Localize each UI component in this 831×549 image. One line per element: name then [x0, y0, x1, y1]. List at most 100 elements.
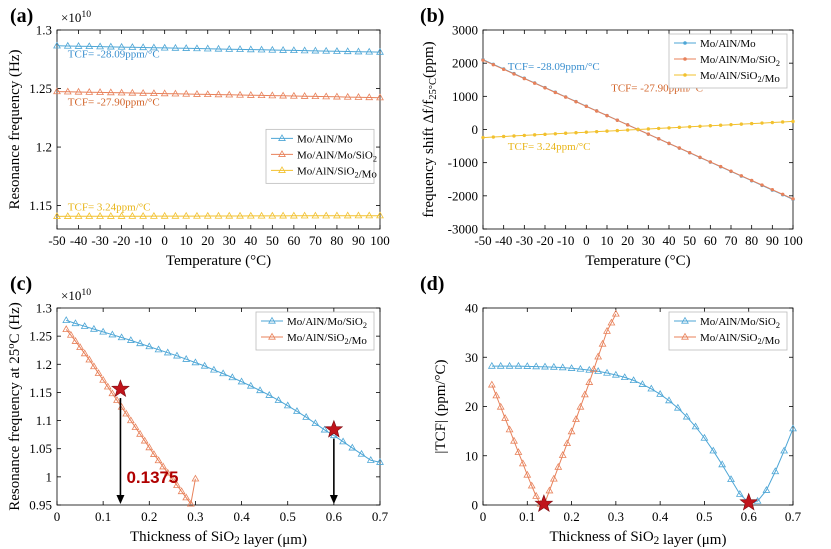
data-point	[718, 123, 723, 127]
data-point	[780, 120, 785, 124]
data-point	[219, 369, 228, 377]
star-marker	[739, 492, 759, 511]
legend-entry: Mo/AlN/SiO2/Mo	[700, 332, 780, 347]
data-point	[256, 386, 264, 394]
y-tick-label: 1.2	[36, 357, 52, 372]
data-point	[549, 474, 558, 482]
x-tick-label: 0.6	[326, 509, 343, 524]
x-tick-label: 0.5	[280, 509, 296, 524]
x-tick-label: -40	[70, 233, 87, 248]
data-point	[677, 125, 682, 130]
data-point	[160, 211, 169, 219]
data-point	[656, 137, 661, 141]
data-point	[348, 443, 357, 451]
data-point	[615, 118, 620, 122]
data-point	[727, 475, 735, 482]
data-point	[171, 89, 180, 97]
y-tick-label: 1.25	[29, 81, 52, 96]
data-point	[117, 333, 126, 341]
y-exponent-label: ×1010	[61, 9, 91, 25]
data-point	[214, 211, 223, 219]
data-point	[117, 212, 126, 219]
data-point	[76, 343, 84, 351]
data-point	[574, 131, 578, 135]
data-point	[160, 43, 169, 51]
data-point	[96, 88, 104, 95]
y-axis-label: Resonance frequency at 25oC (Hz)	[6, 302, 23, 511]
data-point	[532, 133, 537, 137]
data-point	[236, 45, 244, 52]
y-tick-label: 1.3	[36, 301, 52, 316]
data-point	[80, 322, 89, 329]
plot-frame	[56, 307, 381, 506]
data-point	[549, 362, 558, 370]
x-tick-label: 20	[201, 233, 214, 248]
data-point	[594, 109, 599, 113]
data-point	[585, 378, 594, 385]
data-point	[63, 212, 72, 219]
data-point	[289, 91, 298, 99]
data-point	[558, 451, 567, 458]
star-marker	[111, 379, 130, 398]
data-point	[236, 211, 244, 219]
data-point	[311, 211, 320, 219]
x-axis-label: Temperature (°C)	[166, 253, 271, 269]
data-point	[85, 212, 94, 219]
data-point	[193, 44, 201, 52]
y-tick-label: 30	[465, 350, 478, 365]
legend-swatch-marker	[268, 332, 276, 340]
x-tick-label: 100	[370, 233, 390, 248]
data-point	[311, 419, 320, 426]
legend: Mo/AlN/Mo Mo/AlN/Mo/SiO2 Mo/AlN/SiO2/Mo	[265, 128, 377, 184]
data-point	[594, 129, 599, 134]
y-tick-label: 1.3	[36, 23, 52, 38]
drop-arrow-head	[329, 495, 338, 504]
data-point	[698, 155, 702, 159]
data-point	[300, 211, 309, 219]
data-point	[656, 389, 665, 397]
x-tick-label: -30	[91, 233, 108, 248]
thickness-callout: 0.1375	[126, 468, 178, 487]
series-line-1	[56, 91, 381, 99]
legend-entry: Mo/AlN/SiO2/Mo	[700, 70, 780, 85]
data-point	[145, 443, 154, 451]
data-point	[160, 89, 169, 97]
data-point	[320, 425, 329, 433]
x-tick-label: 70	[309, 233, 322, 248]
data-point	[246, 91, 255, 98]
data-point	[182, 355, 191, 362]
data-point	[791, 119, 795, 124]
data-point	[154, 345, 163, 353]
data-point	[667, 126, 671, 130]
data-point	[708, 160, 713, 164]
data-point	[585, 365, 594, 373]
data-point	[128, 88, 137, 96]
x-tick-label: 40	[244, 233, 257, 248]
x-axis-label: Thickness of SiO2 layer (μm)	[550, 529, 727, 548]
data-point	[268, 211, 277, 219]
data-point	[523, 362, 532, 369]
data-point	[149, 43, 158, 51]
data-point	[171, 211, 180, 219]
legend: Mo/AlN/Mo/SiO2 Mo/AlN/SiO2/Mo	[255, 311, 375, 351]
data-point	[625, 128, 630, 132]
x-tick-label: 0.3	[187, 509, 203, 524]
legend-swatch-marker	[278, 134, 286, 141]
data-point	[343, 92, 352, 100]
data-point	[283, 401, 292, 409]
data-point	[139, 211, 148, 219]
data-point	[510, 436, 518, 444]
x-tick-label: -20	[113, 233, 130, 248]
data-point	[126, 336, 135, 343]
data-point	[771, 467, 780, 475]
data-point	[620, 373, 629, 381]
data-point	[53, 41, 61, 49]
legend-entry: Mo/AlN/SiO2/Mo	[287, 332, 367, 347]
data-point	[103, 382, 112, 390]
data-point	[576, 402, 585, 410]
x-tick-label: -40	[495, 233, 512, 248]
data-point	[708, 124, 713, 128]
series-line-1	[491, 313, 617, 505]
data-point	[718, 460, 727, 468]
data-point	[376, 458, 384, 465]
